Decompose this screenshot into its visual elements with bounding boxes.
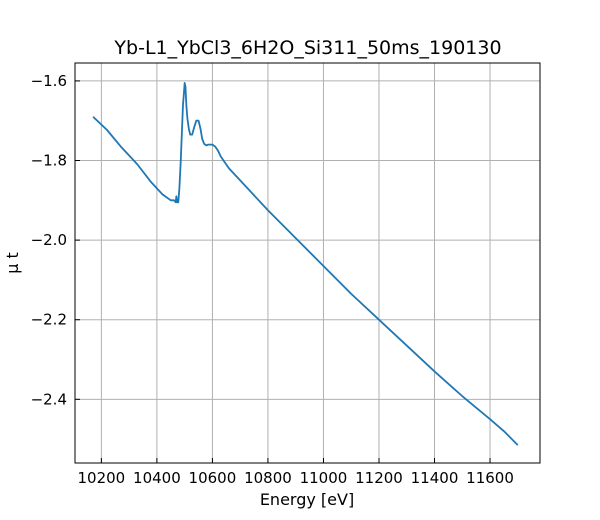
y-tick-label: −2.0 bbox=[31, 231, 67, 249]
x-tick-label: 11200 bbox=[355, 469, 403, 487]
y-tick-label: −1.8 bbox=[31, 152, 67, 170]
x-tick-label: 10200 bbox=[78, 469, 126, 487]
x-tick-label: 10800 bbox=[244, 469, 292, 487]
x-tick-label: 11000 bbox=[300, 469, 348, 487]
y-tick-label: −2.2 bbox=[31, 311, 67, 329]
x-tick-label: 10600 bbox=[189, 469, 237, 487]
grid-layer bbox=[75, 63, 540, 463]
chart-title: Yb-L1_YbCl3_6H2O_Si311_50ms_190130 bbox=[113, 37, 501, 59]
x-tick-label: 11400 bbox=[411, 469, 459, 487]
x-axis-label: Energy [eV] bbox=[260, 490, 354, 509]
tick-layer: 10200 10400 10600 10800 11000 11200 11400 11600… bbox=[31, 72, 514, 487]
x-tick-label: 11600 bbox=[466, 469, 514, 487]
plot-frame bbox=[74, 62, 541, 464]
y-tick-label: −1.6 bbox=[31, 72, 67, 90]
series-layer bbox=[92, 82, 519, 446]
x-tick-label: 10400 bbox=[133, 469, 181, 487]
y-axis-label: μ t bbox=[3, 252, 22, 274]
y-tick-label: −2.4 bbox=[31, 390, 67, 408]
series-line bbox=[92, 82, 519, 446]
